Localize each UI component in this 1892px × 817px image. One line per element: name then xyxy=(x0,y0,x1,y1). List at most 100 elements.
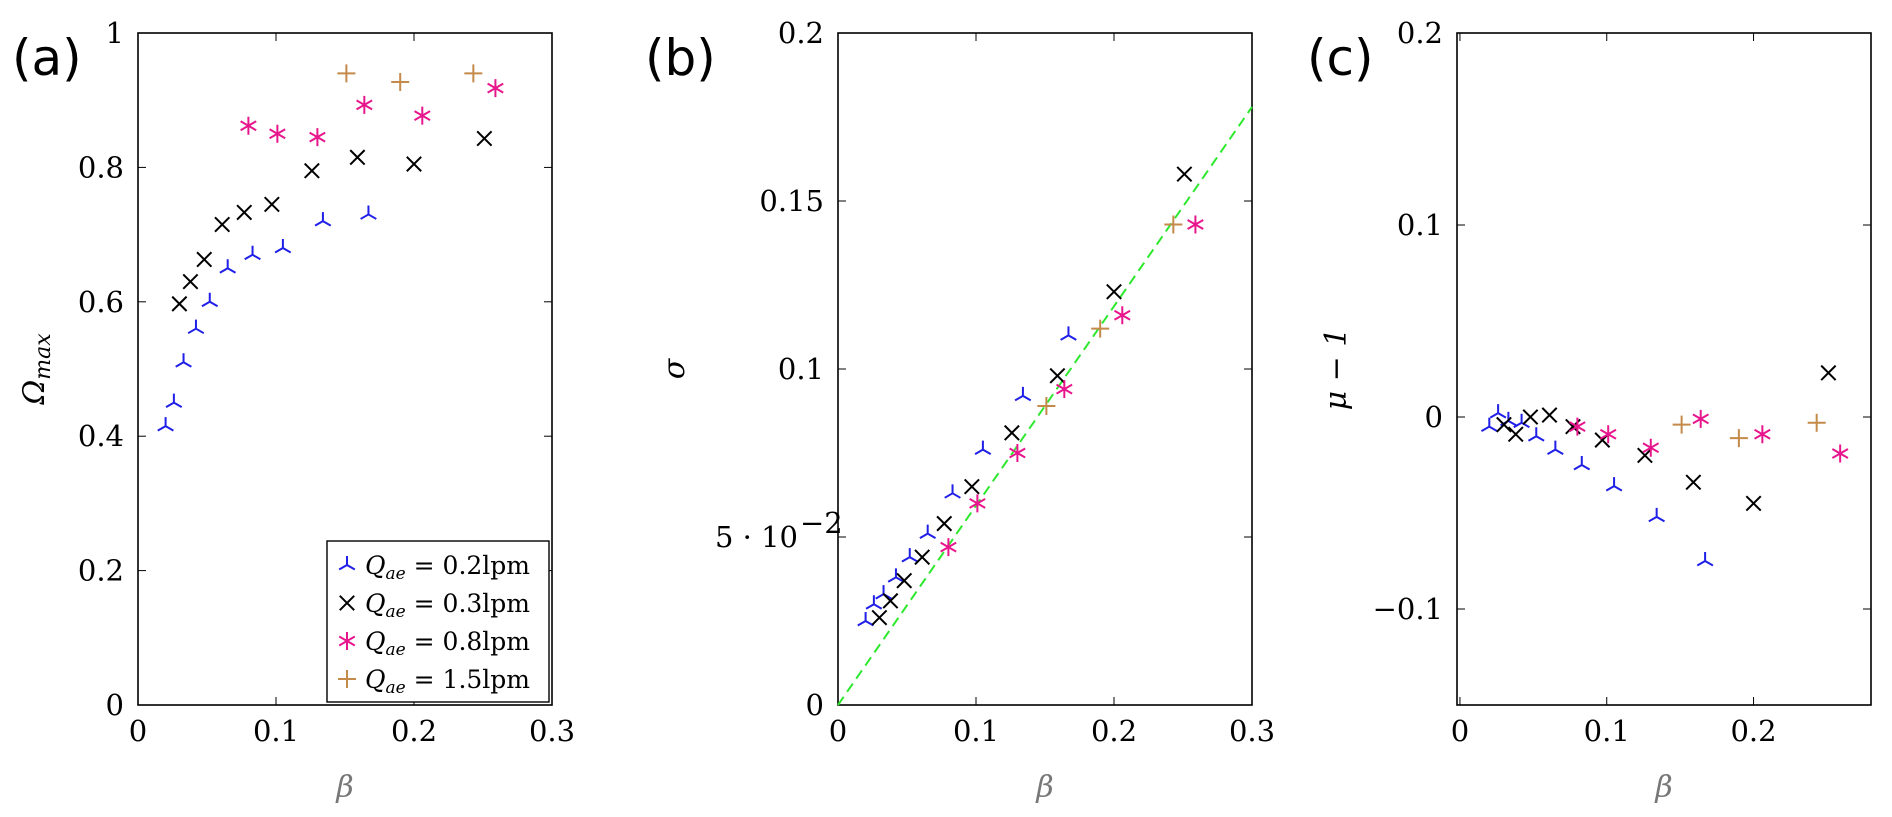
plot-frame xyxy=(837,32,1253,706)
panel-label: (a) xyxy=(12,29,82,87)
data-point xyxy=(1599,425,1617,444)
data-point xyxy=(1014,386,1032,402)
x-tick-label: 0 xyxy=(829,714,847,748)
data-point xyxy=(896,572,913,589)
data-point xyxy=(1003,424,1020,441)
x-axis-label: β xyxy=(1035,770,1053,805)
data-point xyxy=(1831,444,1849,463)
series-2 xyxy=(1569,409,1849,463)
data-point xyxy=(269,124,286,143)
data-point xyxy=(1091,319,1110,338)
series-3 xyxy=(1672,413,1826,448)
data-point xyxy=(1541,407,1558,423)
y-tick-label: 0.8 xyxy=(78,150,124,184)
data-point xyxy=(165,393,183,408)
data-point xyxy=(303,162,320,179)
y-tick-label: −0.1 xyxy=(1373,592,1443,626)
data-point xyxy=(919,524,937,540)
y-tick-label: 1 xyxy=(106,16,124,50)
y-axis-label: μ − 1 xyxy=(1319,328,1354,411)
data-point xyxy=(1187,215,1204,234)
series-1 xyxy=(871,166,1193,626)
data-point xyxy=(314,212,332,227)
data-point xyxy=(963,478,980,495)
data-point xyxy=(887,568,905,583)
data-point xyxy=(263,196,280,213)
data-point xyxy=(1113,306,1131,325)
data-point xyxy=(1807,413,1826,432)
data-point xyxy=(349,149,366,166)
y-tick-label: 0 xyxy=(106,688,124,722)
x-tick-label: 0.2 xyxy=(1730,714,1776,748)
data-point xyxy=(1745,495,1762,512)
legend-marker xyxy=(338,632,356,650)
data-point xyxy=(244,245,261,261)
series-3 xyxy=(1037,215,1183,415)
y-tick-label: 0.6 xyxy=(78,285,124,319)
data-point xyxy=(1637,447,1653,464)
legend-label: Qae = 1.5lpm xyxy=(365,665,530,698)
x-tick-label: 0.1 xyxy=(253,714,299,748)
data-point xyxy=(857,612,874,627)
data-point xyxy=(936,515,953,532)
data-point xyxy=(901,548,919,563)
data-point xyxy=(1106,283,1122,300)
data-point xyxy=(1060,326,1077,341)
x-tick-label: 0.2 xyxy=(1091,714,1137,748)
series-1 xyxy=(1496,364,1837,512)
data-point xyxy=(240,116,257,135)
reference-line xyxy=(837,106,1253,706)
chart-panel-c: (c) 0 0.1 0.2 −0.1 0 0.1 0.2 β μ − 1 xyxy=(1307,16,1872,805)
data-point xyxy=(1489,404,1507,419)
panel-label: (b) xyxy=(645,29,716,87)
data-point xyxy=(356,95,373,114)
y-tick-label: 0.2 xyxy=(778,16,824,50)
data-point xyxy=(464,64,483,83)
chart-panel-a: (a) 0 0.1 0.2 0.3 0 0.2 0.4 0.6 0.8 1 β Ωmax Qae = 0.… xyxy=(12,16,575,805)
data-point xyxy=(944,484,961,499)
data-point xyxy=(1037,396,1056,415)
data-point xyxy=(871,609,888,626)
y-tick-label: 0 xyxy=(1425,400,1443,434)
y-tick-label: 0 xyxy=(806,688,824,722)
data-point xyxy=(1507,426,1524,443)
y-axis-label: σ xyxy=(657,357,692,379)
legend-label: Qae = 0.8lpm xyxy=(365,627,530,660)
series-0 xyxy=(157,205,377,432)
data-point xyxy=(1049,367,1066,384)
chart-panel-b: (b) 0 0.1 0.2 0.3 0 5 · 10 −2 0.1 0.15 0.2 β σ xyxy=(645,16,1275,805)
y-tick-label: 0.1 xyxy=(778,352,824,386)
x-tick-label: 0.2 xyxy=(391,714,437,748)
x-axis-label: β xyxy=(1654,770,1672,805)
x-tick-label: 0.1 xyxy=(953,714,999,748)
data-point xyxy=(875,585,892,600)
y-tick-label: 0.1 xyxy=(1397,208,1443,242)
data-point xyxy=(1522,409,1539,425)
data-point xyxy=(476,130,493,147)
series-0 xyxy=(1480,404,1714,567)
series-3 xyxy=(337,64,483,92)
data-point xyxy=(187,319,205,335)
data-point xyxy=(1480,417,1498,432)
data-point xyxy=(309,128,326,147)
data-point xyxy=(1573,456,1591,471)
data-point xyxy=(1696,552,1714,567)
data-point xyxy=(413,106,431,125)
data-point xyxy=(1820,364,1837,381)
legend-label: Qae = 0.3lpm xyxy=(365,589,530,622)
data-point xyxy=(1692,409,1709,428)
data-point xyxy=(487,79,504,98)
y-tick-exponent: −2 xyxy=(800,506,843,540)
data-point xyxy=(1009,444,1026,462)
data-point xyxy=(974,440,992,456)
data-point xyxy=(175,353,192,368)
data-point xyxy=(182,273,199,290)
y-tick-label: 0.2 xyxy=(78,554,124,588)
data-point xyxy=(1056,380,1073,399)
data-point xyxy=(1648,507,1665,523)
x-tick-label: 0 xyxy=(129,714,147,748)
plot-frame xyxy=(137,32,553,706)
legend-marker xyxy=(339,595,355,611)
data-point xyxy=(1176,166,1193,183)
